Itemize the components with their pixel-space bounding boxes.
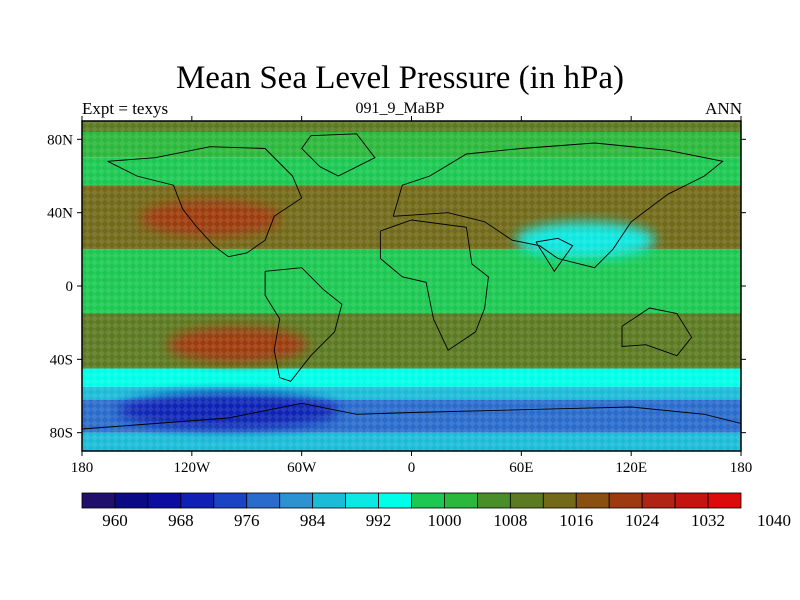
colorbar-swatch bbox=[542, 492, 577, 509]
colorbar-swatch bbox=[147, 492, 182, 509]
hatch-overlay bbox=[82, 121, 741, 451]
colorbar-swatch bbox=[114, 492, 149, 509]
colorbar-label: 1024 bbox=[625, 511, 660, 530]
greenland-coastline bbox=[301, 133, 376, 177]
colorbar-label: 992 bbox=[366, 511, 392, 530]
lat-tick-label: 0 bbox=[66, 279, 74, 295]
colorbar-swatch bbox=[345, 492, 379, 509]
colorbar-label: 1032 bbox=[691, 511, 725, 530]
coastlines bbox=[82, 133, 741, 430]
eurasia-coastline bbox=[392, 142, 724, 269]
lon-tick-label: 0 bbox=[408, 460, 416, 476]
period-label: 091_9_MaBP bbox=[355, 100, 445, 117]
south-america-coastline bbox=[264, 267, 343, 382]
colorbar-label: 984 bbox=[300, 511, 326, 530]
colorbar-swatch bbox=[246, 492, 281, 509]
india-coastline bbox=[535, 237, 574, 273]
colorbar-label: 1000 bbox=[427, 511, 461, 530]
colorbar-label: 960 bbox=[102, 511, 128, 530]
colorbar-swatch bbox=[444, 492, 478, 509]
lon-tick-label: 180 bbox=[730, 460, 753, 476]
colorbar-swatch bbox=[378, 492, 412, 509]
colorbar-swatch bbox=[411, 492, 445, 509]
colorbar-label: 1040 bbox=[757, 511, 791, 530]
colorbar-swatch bbox=[312, 492, 346, 509]
colorbar-swatch bbox=[608, 492, 643, 509]
colorbar-swatch bbox=[509, 492, 544, 509]
antarctica-coastline bbox=[82, 402, 741, 430]
season-label: ANN bbox=[705, 99, 742, 118]
lat-tick-label: 40N bbox=[47, 206, 73, 222]
lon-tick-label: 180 bbox=[71, 460, 94, 476]
lat-tick-label: 40S bbox=[50, 352, 73, 368]
lon-tick-label: 120W bbox=[173, 460, 211, 476]
experiment-label: Expt = texys bbox=[82, 99, 169, 118]
colorbar-label: 976 bbox=[234, 511, 260, 530]
colorbar-swatch bbox=[81, 492, 116, 509]
colorbar-swatch bbox=[641, 492, 676, 509]
axis-ticks: 180 120W 60W 0 60E 120E 180 80N 40N 0 40S 80S bbox=[47, 116, 752, 476]
colorbar-label: 968 bbox=[168, 511, 194, 530]
north-america-coastline bbox=[107, 146, 303, 258]
colorbar-label: 1016 bbox=[559, 511, 593, 530]
lon-tick-label: 120E bbox=[615, 460, 647, 476]
colorbar-swatch bbox=[476, 492, 511, 509]
colorbar-swatch bbox=[213, 492, 248, 509]
lat-tick-label: 80N bbox=[47, 132, 73, 148]
colorbar-swatch bbox=[279, 492, 314, 509]
plot-title: Mean Sea Level Pressure (in hPa) bbox=[175, 60, 625, 96]
lon-tick-label: 60W bbox=[287, 460, 317, 476]
colorbar: 960 968 976 984 992 1000 1008 1016 1024 1032 1040 bbox=[81, 492, 791, 530]
colorbar-swatch bbox=[674, 492, 709, 509]
colorbar-swatch bbox=[180, 492, 215, 509]
colorbar-swatch bbox=[575, 492, 610, 509]
colorbar-label: 1008 bbox=[493, 511, 527, 530]
africa-coastline bbox=[379, 219, 489, 351]
lat-tick-label: 80S bbox=[50, 426, 73, 442]
colorbar-swatch bbox=[707, 492, 742, 509]
pressure-field bbox=[82, 121, 741, 451]
lon-tick-label: 60E bbox=[509, 460, 533, 476]
australia-coastline bbox=[621, 307, 693, 357]
